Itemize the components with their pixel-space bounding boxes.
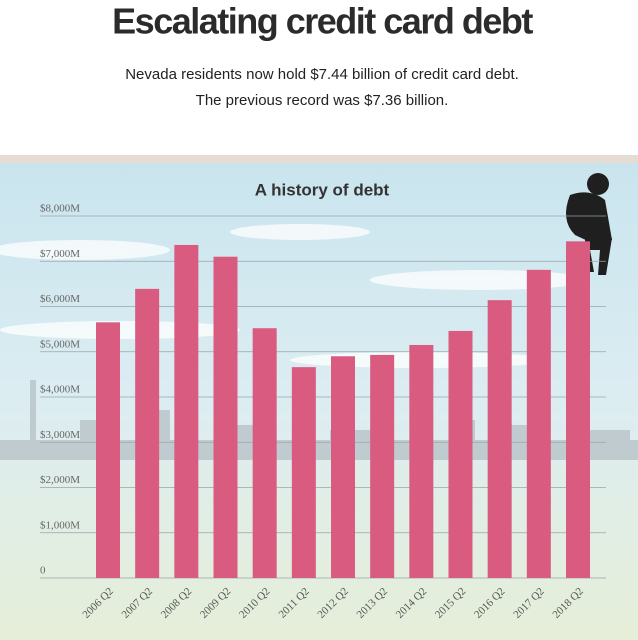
title: Escalating credit card debt <box>112 1 533 42</box>
chart-title: A history of debt <box>255 180 390 199</box>
subtitle: Nevada residents now hold $7.44 billion … <box>125 66 519 83</box>
bar <box>331 356 355 578</box>
bar <box>252 328 277 578</box>
subtitle: The previous record was $7.36 billion. <box>196 92 449 109</box>
y-tick-label: $1,000M <box>40 519 80 531</box>
panel-band <box>0 155 638 163</box>
bar <box>213 256 238 578</box>
y-tick-label: 0 <box>40 565 46 577</box>
bar <box>291 367 316 578</box>
y-tick-label: $5,000M <box>40 338 80 350</box>
y-tick-label: $4,000M <box>40 384 80 396</box>
bar <box>566 241 590 578</box>
bar <box>448 330 473 578</box>
y-tick-label: $8,000M <box>40 203 80 215</box>
y-tick-label: $6,000M <box>40 293 80 305</box>
bar <box>135 288 160 578</box>
bar <box>487 300 512 578</box>
bar <box>174 244 199 578</box>
thinker-figure <box>566 173 612 275</box>
y-tick-label: $2,000M <box>40 474 80 486</box>
y-tick-label: $3,000M <box>40 429 80 441</box>
bar <box>96 322 120 578</box>
y-tick-label: $7,000M <box>40 248 80 260</box>
bar <box>409 344 434 578</box>
bar <box>526 269 551 578</box>
bar <box>370 354 395 578</box>
